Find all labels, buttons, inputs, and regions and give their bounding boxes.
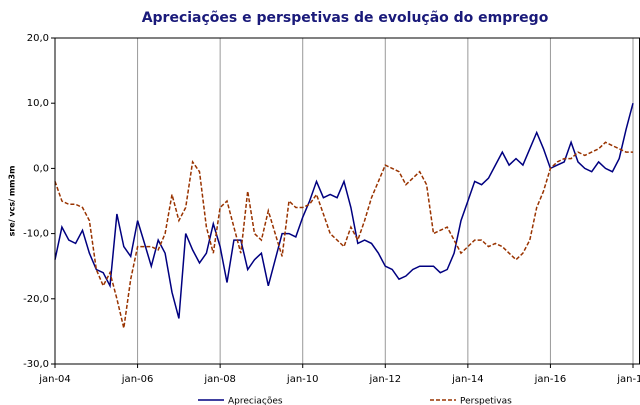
legend-label: Apreciações xyxy=(228,397,283,405)
y-axis-label: sre/ vcs/ mm3m xyxy=(8,166,17,237)
y-tick-label: -10,0 xyxy=(23,229,49,240)
y-tick-label: -30,0 xyxy=(23,359,49,370)
y-tick-label: -20,0 xyxy=(23,294,49,305)
y-tick-label: 0,0 xyxy=(33,163,49,174)
x-tick-label: jan-10 xyxy=(286,374,319,385)
y-tick-label: 10,0 xyxy=(27,98,49,109)
legend-label: Perspetivas xyxy=(460,397,512,405)
plot-area xyxy=(55,38,640,364)
x-tick-label: jan-08 xyxy=(203,374,236,385)
x-tick-label: jan-14 xyxy=(451,374,484,385)
x-tick-label: jan-12 xyxy=(368,374,401,385)
y-tick-label: 20,0 xyxy=(27,33,49,44)
x-tick-label: jan-18 xyxy=(616,374,640,385)
x-tick-label: jan-16 xyxy=(534,374,567,385)
x-tick-label: jan-06 xyxy=(121,374,154,385)
series-line xyxy=(54,103,634,319)
series-line xyxy=(54,141,633,329)
x-tick-label: jan-04 xyxy=(38,374,71,385)
chart-title: Apreciações e perspetivas de evolução do… xyxy=(142,10,549,26)
